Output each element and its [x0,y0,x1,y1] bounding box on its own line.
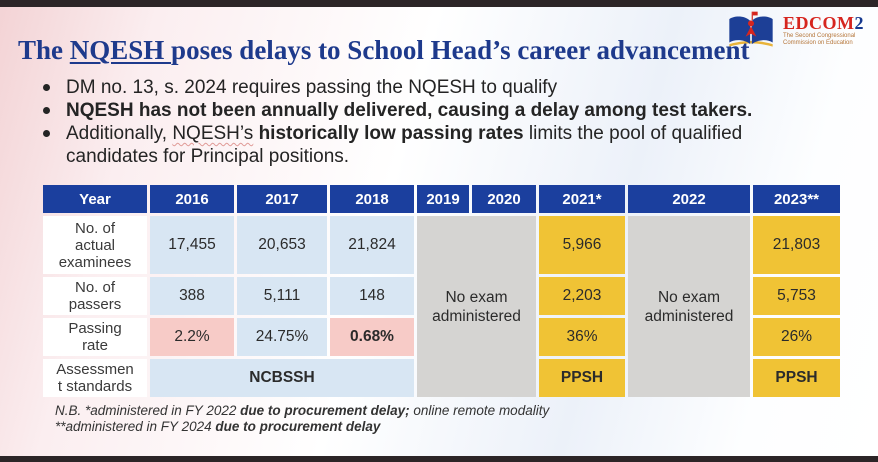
edcom-logo: EDCOM2 The Second Congressional Commissio… [726,10,864,50]
slide-title: The NQESH poses delays to School Head’s … [18,35,750,65]
misspelled-word: NQESH’s [172,123,254,144]
header-year: Year [43,185,147,213]
bullet-item-3: Additionally, NQESH’s historically low p… [36,122,804,168]
logo-wordmark: EDCOM2 The Second Congressional Commissio… [783,12,864,47]
logo-name: EDCOM2 [783,12,864,33]
footnote-line-1: N.B. *administered in FY 2022 due to pro… [55,403,550,418]
header-2020: 2020 [472,185,536,213]
row-label-standards: Assessmen t standards [43,359,147,397]
bullet-item-1: DM no. 13, s. 2024 requires passing the … [36,76,804,99]
header-2018: 2018 [330,185,414,213]
cell-standards-2023: PPSH [753,359,840,397]
header-2019: 2019 [417,185,469,213]
row-label-passing-rate: Passing rate [43,318,147,356]
header-2022: 2022 [628,185,750,213]
bullet-list: DM no. 13, s. 2024 requires passing the … [36,76,804,168]
cell-examinees-2021: 5,966 [539,216,625,274]
footnote: N.B. *administered in FY 2022 due to pro… [55,403,549,435]
nqesh-results-table: Year 2016 2017 2018 2019 2020 2021* 2022… [40,182,843,400]
header-2021: 2021* [539,185,625,213]
cell-rate-2021: 36% [539,318,625,356]
cell-no-exam-2022: No exam administered [628,216,750,397]
cell-passers-2021: 2,203 [539,277,625,315]
row-passers: No. of passers 388 5,111 148 2,203 5,753 [43,277,840,315]
cell-rate-2018: 0.68% [330,318,414,356]
logo-tagline: The Second Congressional Commission on Ed… [783,32,856,46]
cell-examinees-2017: 20,653 [237,216,327,274]
cell-passers-2023: 5,753 [753,277,840,315]
cell-rate-2017: 24.75% [237,318,327,356]
bottom-frame-bar [0,456,878,462]
cell-passers-2016: 388 [150,277,234,315]
row-label-passers: No. of passers [43,277,147,315]
row-passing-rate: Passing rate 2.2% 24.75% 0.68% 36% 26% [43,318,840,356]
row-label-examinees: No. of actual examinees [43,216,147,274]
top-frame-bar [0,0,878,7]
open-book-icon [729,11,773,47]
cell-examinees-2023: 21,803 [753,216,840,274]
cell-examinees-2018: 21,824 [330,216,414,274]
header-2016: 2016 [150,185,234,213]
cell-standards-2021: PPSH [539,359,625,397]
cell-passers-2017: 5,111 [237,277,327,315]
cell-standards-2016-2018: NCBSSH [150,359,414,397]
cell-passers-2018: 148 [330,277,414,315]
header-2023: 2023** [753,185,840,213]
bullet-item-2: NQESH has not been annually delivered, c… [36,99,804,122]
row-examinees: No. of actual examinees 17,455 20,653 21… [43,216,840,397]
cell-rate-2016: 2.2% [150,318,234,356]
title-underlined-term: NQESH [69,35,172,65]
row-assessment-standards: Assessmen t standards NCBSSH PPSH PPSH [43,359,840,397]
cell-no-exam-2019-2020: No exam administered [417,216,536,397]
header-2017: 2017 [237,185,327,213]
table-header-row: Year 2016 2017 2018 2019 2020 2021* 2022… [43,185,840,213]
footnote-line-2: **administered in FY 2024 due to procure… [55,419,381,434]
cell-examinees-2016: 17,455 [150,216,234,274]
cell-rate-2023: 26% [753,318,840,356]
